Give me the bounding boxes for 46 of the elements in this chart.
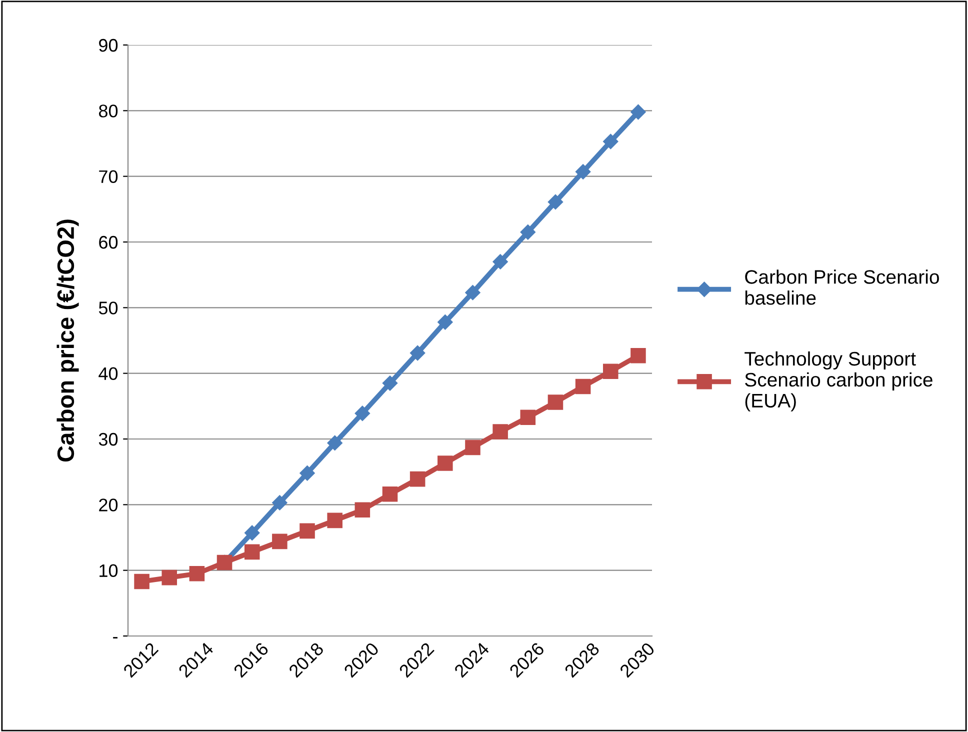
point [602,364,618,380]
y-tick-label: 20 [99,498,118,512]
point [465,284,480,300]
point [465,440,480,456]
point [575,164,591,180]
y-tick-label: 90 [99,38,118,52]
y-tick-label: - [113,637,118,638]
legend-label: Technology Support Scenario carbon price (EUA) [744,351,932,412]
point [575,378,591,394]
point [548,194,564,210]
y-tick-label: 60 [99,236,118,249]
y-tick-label: 10 [100,564,118,578]
point [382,376,398,391]
point [244,544,260,560]
y-tick-label: 70 [99,170,118,184]
y-tick-label: 40 [98,367,118,380]
point [300,523,315,539]
point [272,534,288,550]
point [134,574,150,590]
point [244,525,260,540]
point [354,406,370,421]
point [630,104,646,120]
point [272,495,288,510]
point [492,424,508,440]
point [520,224,536,240]
point [603,134,618,150]
point [438,456,453,471]
point [548,394,564,410]
point [354,502,370,518]
point [300,466,315,481]
point [327,435,342,451]
y-axis-title: Carbon price (€/tCO2) [56,220,79,462]
point [382,486,398,502]
legend-label: Carbon Price Scenario baseline [745,270,939,305]
point [410,471,426,487]
y-tick-label: 80 [98,104,118,118]
point [630,348,646,364]
point [327,512,342,528]
y-tick-label: 30 [98,432,118,446]
point [410,345,426,361]
point [438,314,453,330]
point [189,566,205,582]
point [162,570,178,586]
y-tick-label: 50 [98,302,118,314]
point [520,410,536,425]
point [492,254,508,270]
